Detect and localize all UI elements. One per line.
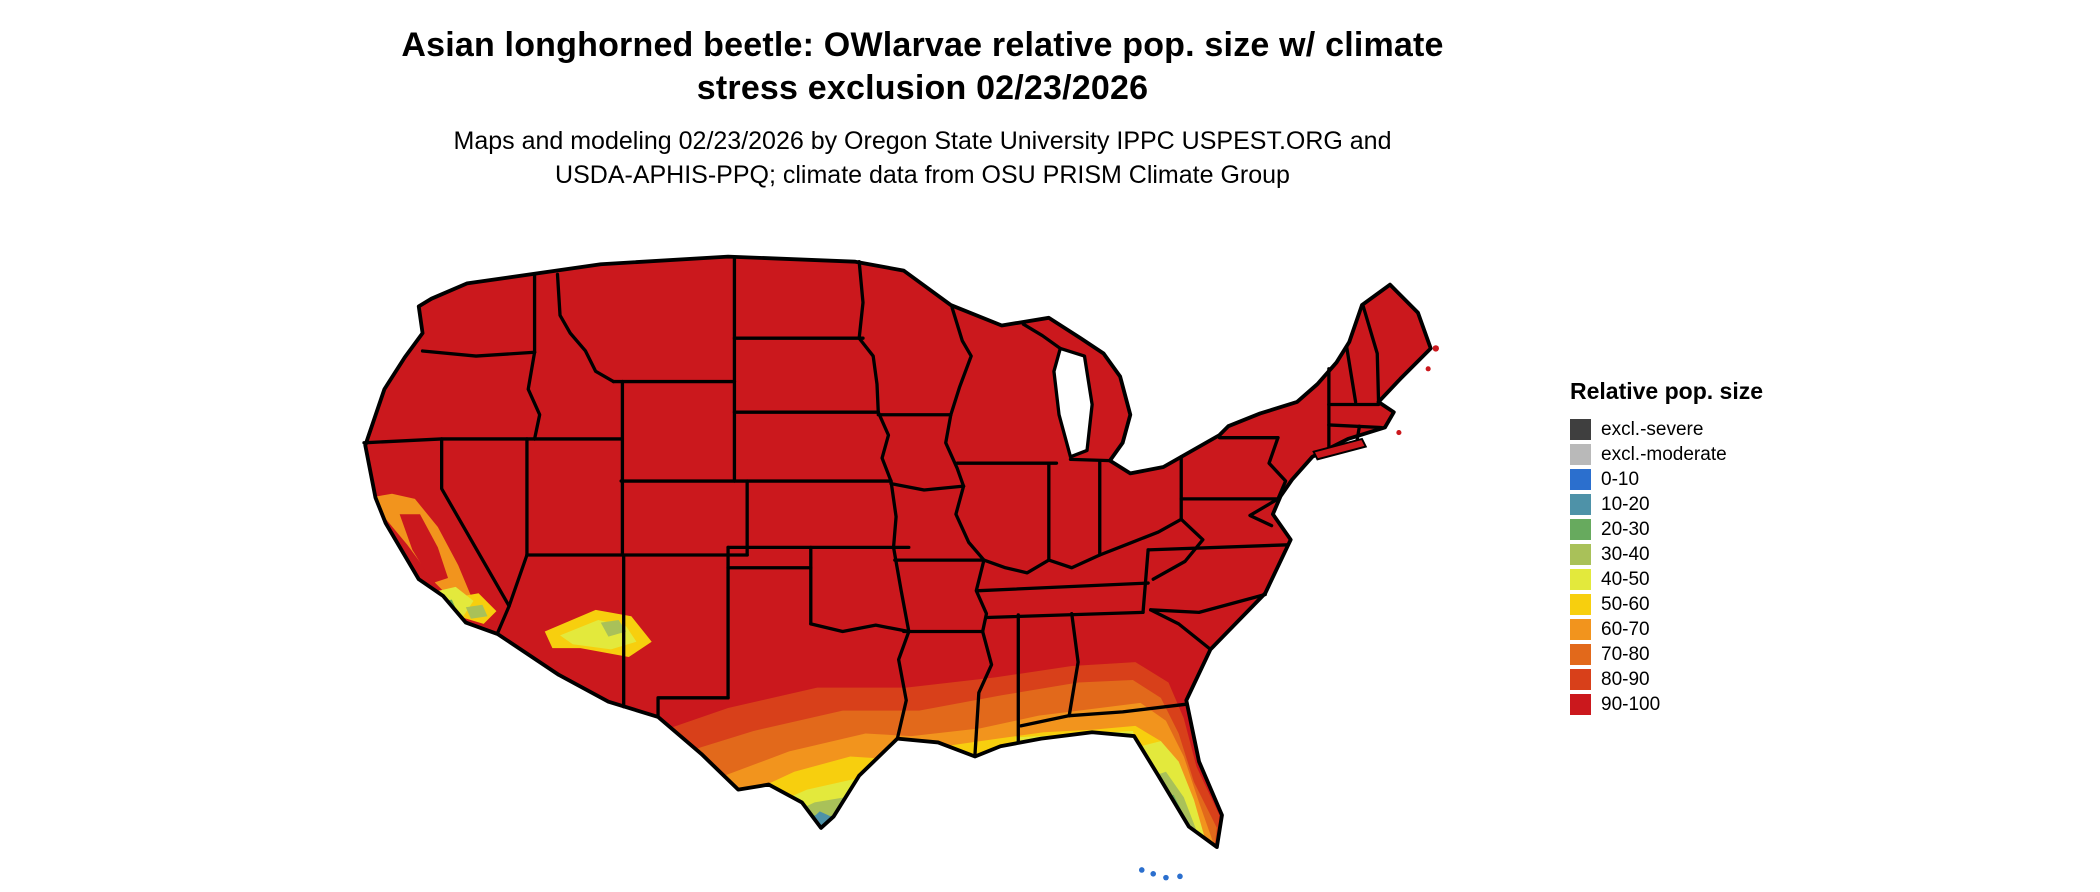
map-raster-bands (365, 256, 1431, 870)
legend-item-label: 80-90 (1601, 669, 1650, 690)
figure-subtitle-line1: Maps and modeling 02/23/2026 by Oregon S… (453, 127, 1392, 155)
florida-keys-speck (1138, 867, 1145, 873)
map-band-20-30 (781, 815, 844, 848)
us-map (308, 226, 1530, 884)
figure-title: Asian longhorned beetle: OWlarvae relati… (0, 24, 1845, 109)
legend-item: 50-60 (1570, 592, 1880, 617)
nantucket-speck (1396, 430, 1402, 436)
map-band-30-40 (465, 604, 488, 619)
legend-item-label: 60-70 (1601, 619, 1650, 640)
map-band-0-10 (1176, 847, 1201, 870)
legend-item: excl.-severe (1570, 417, 1880, 442)
legend-swatch (1570, 669, 1591, 690)
legend-swatch (1570, 619, 1591, 640)
legend-item-label: 50-60 (1601, 594, 1650, 615)
florida-keys-speck (1177, 873, 1183, 880)
state-borders (362, 257, 1383, 756)
legend-item-label: 10-20 (1601, 494, 1650, 515)
legend: Relative pop. size excl.-severe excl.-mod… (1570, 378, 1880, 717)
long-island (1312, 437, 1368, 461)
legend-swatch (1570, 644, 1591, 665)
us-outline (363, 254, 1433, 849)
legend-item: 20-30 (1570, 517, 1880, 542)
figure-title-line1: Asian longhorned beetle: OWlarvae relati… (401, 26, 1444, 64)
legend-item: 40-50 (1570, 567, 1880, 592)
florida-keys-speck (1150, 870, 1157, 877)
florida-keys-speck (1163, 874, 1169, 881)
legend-item: 0-10 (1570, 467, 1880, 492)
legend-swatch (1570, 469, 1591, 490)
maine-island-speck (1432, 345, 1439, 352)
legend-title: Relative pop. size (1570, 378, 1764, 404)
figure-subtitle: Maps and modeling 02/23/2026 by Oregon S… (0, 125, 1845, 193)
legend-swatch (1570, 569, 1591, 590)
lake-michigan (1052, 346, 1094, 459)
title-block: Asian longhorned beetle: OWlarvae relati… (0, 24, 1845, 193)
legend-item: 90-100 (1570, 692, 1880, 717)
map-band-30-40 (766, 797, 866, 848)
legend-item-label: 30-40 (1601, 544, 1650, 565)
figure-subtitle-line2: USDA-APHIS-PPQ; climate data from OSU PR… (555, 160, 1290, 189)
legend-item-label: excl.-moderate (1601, 444, 1727, 465)
legend-item-label: 20-30 (1601, 519, 1650, 540)
legend-swatch (1570, 519, 1591, 540)
legend-item: 10-20 (1570, 492, 1880, 517)
legend-item-label: excl.-severe (1601, 419, 1704, 440)
maine-island-speck (1425, 366, 1431, 372)
map-band-90-100 (365, 256, 1431, 848)
legend-swatch (1570, 594, 1591, 615)
map-band-30-40 (600, 620, 627, 637)
legend-item-label: 0-10 (1601, 469, 1640, 490)
figure-title-line2: stress exclusion 02/23/2026 (696, 68, 1149, 107)
legend-item: 70-80 (1570, 642, 1880, 667)
legend-item: excl.-moderate (1570, 442, 1880, 467)
legend-swatch (1570, 444, 1591, 465)
legend-item-label: 70-80 (1601, 644, 1650, 665)
legend-swatch (1570, 544, 1591, 565)
legend-item-label: 90-100 (1601, 694, 1661, 715)
legend-swatch (1570, 419, 1591, 440)
legend-item-label: 40-50 (1601, 569, 1650, 590)
legend-item: 80-90 (1570, 667, 1880, 692)
us-map-svg (362, 254, 1439, 881)
legend-items: excl.-severe excl.-moderate 0-10 10-20 20-30… (1570, 417, 1880, 717)
legend-item: 60-70 (1570, 617, 1880, 642)
legend-swatch (1570, 494, 1591, 515)
legend-item: 30-40 (1570, 542, 1880, 567)
map-band-90-100 (399, 514, 449, 584)
legend-swatch (1570, 694, 1591, 715)
